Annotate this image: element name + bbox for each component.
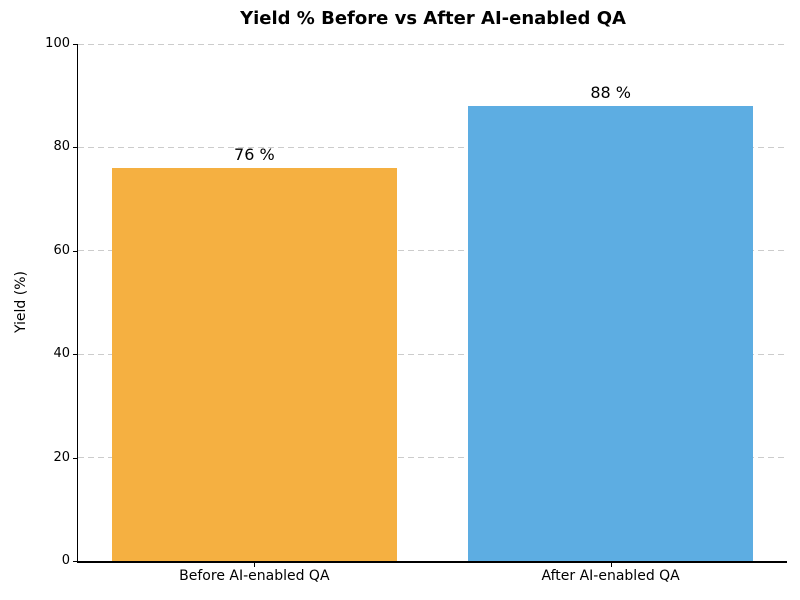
y-axis-spine bbox=[77, 44, 78, 562]
gridline-y-40 bbox=[78, 353, 787, 355]
x-tick-mark bbox=[254, 563, 256, 567]
x-axis-spine bbox=[77, 561, 787, 563]
y-tick-label: 80 bbox=[53, 139, 70, 155]
x-tick-label: After AI-enabled QA bbox=[541, 568, 680, 584]
x-tick-mark bbox=[610, 563, 612, 567]
y-tick-mark bbox=[73, 561, 77, 562]
y-tick-label: 40 bbox=[53, 346, 70, 362]
y-tick-label: 100 bbox=[45, 36, 70, 51]
y-tick-label: 60 bbox=[53, 242, 70, 258]
plot-area: 76 % 88 % bbox=[78, 43, 787, 561]
gridline-y-100 bbox=[78, 43, 787, 45]
y-tick-mark bbox=[73, 354, 77, 356]
chart-title: Yield % Before vs After AI-enabled QA bbox=[240, 8, 626, 29]
y-tick-label: 0 bbox=[61, 553, 70, 568]
bar-value-label: 76 % bbox=[234, 145, 275, 165]
bar-value-label: 88 % bbox=[590, 83, 631, 103]
bar-1 bbox=[468, 106, 754, 561]
gridline-y-60 bbox=[78, 250, 787, 252]
bar-0 bbox=[111, 168, 397, 561]
y-axis-title: Yield (%) bbox=[13, 270, 29, 334]
y-tick-mark bbox=[73, 250, 77, 252]
y-tick-label: 20 bbox=[53, 449, 70, 465]
gridline-y-80 bbox=[78, 146, 787, 148]
y-tick-mark bbox=[73, 44, 77, 45]
gridline-y-20 bbox=[78, 457, 787, 459]
y-tick-mark bbox=[73, 147, 77, 149]
y-tick-mark bbox=[73, 457, 77, 459]
x-tick-label: Before AI-enabled QA bbox=[179, 568, 330, 584]
